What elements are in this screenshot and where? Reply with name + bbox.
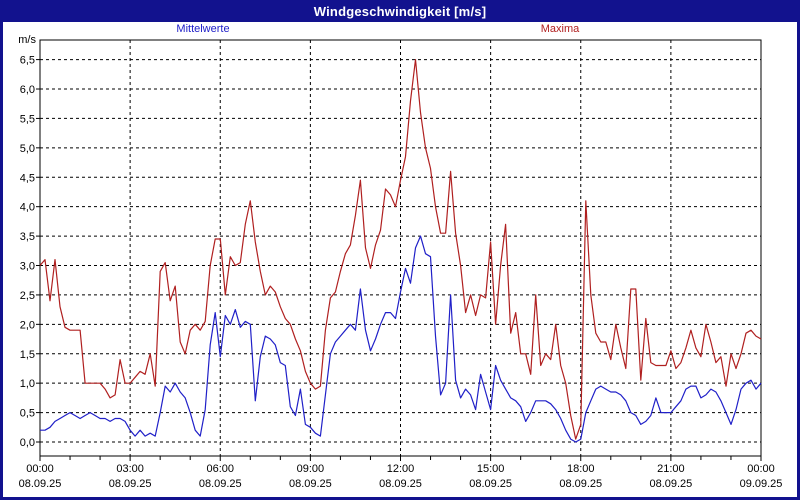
series-line-mittelwerte: [40, 235, 762, 443]
x-tick-time-label: 15:00: [477, 463, 505, 475]
y-tick-label: 2,5: [20, 290, 35, 302]
x-tick-date-label: 08.09.25: [379, 478, 422, 490]
y-tick-label: 6,0: [20, 84, 35, 96]
x-tick-date-label: 08.09.25: [469, 478, 512, 490]
y-tick-label: 4,5: [20, 172, 35, 184]
y-tick-label: 5,0: [20, 143, 35, 155]
x-tick-date-label: 08.09.25: [649, 478, 692, 490]
x-tick-date-label: 08.09.25: [559, 478, 602, 490]
x-tick-time-label: 09:00: [297, 463, 325, 475]
x-tick-time-label: 21:00: [657, 463, 685, 475]
y-tick-label: 5,5: [20, 113, 35, 125]
chart-title: Windgeschwindigkeit [m/s]: [313, 3, 487, 19]
x-tick-date-label: 08.09.25: [289, 478, 332, 490]
window-titlebar: Windgeschwindigkeit [m/s]: [0, 0, 800, 22]
x-tick-date-label: 08.09.25: [109, 478, 152, 490]
x-tick-time-label: 12:00: [387, 463, 415, 475]
y-tick-label: 4,0: [20, 202, 35, 214]
y-tick-label: 0,5: [20, 408, 35, 420]
x-tick-date-label: 09.09.25: [740, 478, 783, 490]
y-tick-label: 0,0: [20, 437, 35, 449]
x-tick-time-label: 18:00: [567, 463, 595, 475]
y-axis-unit-label: m/s: [18, 34, 36, 46]
y-tick-label: 3,0: [20, 261, 35, 273]
x-tick-time-label: 03:00: [116, 463, 144, 475]
legend-label-maxima: Maxima: [540, 23, 580, 35]
x-tick-date-label: 08.09.25: [199, 478, 242, 490]
y-tick-label: 1,0: [20, 378, 35, 390]
y-tick-label: 2,0: [20, 319, 35, 331]
y-tick-label: 6,5: [20, 55, 35, 67]
y-tick-label: 1,5: [20, 349, 35, 361]
legend-label-mittelwerte: Mittelwerte: [176, 23, 230, 35]
series-line-maxima: [39, 58, 762, 440]
y-tick-label: 3,5: [20, 231, 35, 243]
plot-frame: [39, 39, 762, 457]
x-tick-date-label: 08.09.25: [19, 478, 62, 490]
x-tick-time-label: 00:00: [747, 463, 775, 475]
x-tick-time-label: 06:00: [206, 463, 234, 475]
x-tick-time-label: 00:00: [26, 463, 54, 475]
